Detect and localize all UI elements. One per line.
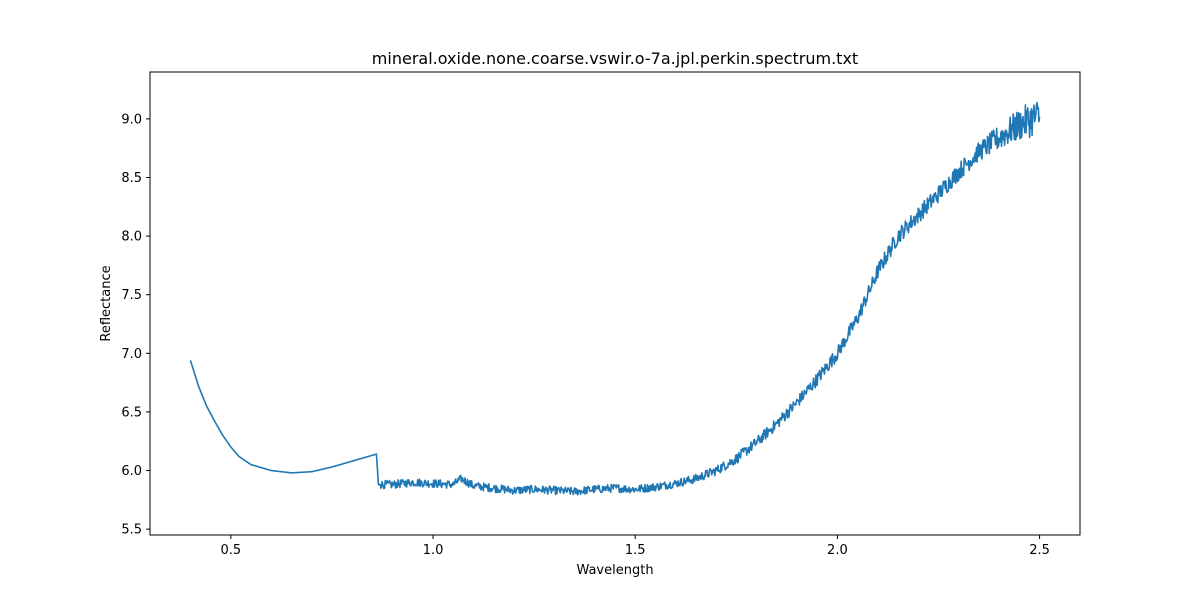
y-tick-label: 6.5 [121,405,142,420]
y-tick-label: 7.0 [121,347,142,362]
y-tick-label: 5.5 [121,523,142,538]
y-tick-label: 8.0 [121,230,142,245]
y-tick-label: 7.5 [121,288,142,303]
chart-title: mineral.oxide.none.coarse.vswir.o-7a.jpl… [372,49,858,68]
x-tick-label: 1.5 [625,543,646,558]
x-tick-label: 1.0 [423,543,444,558]
x-axis: 0.5 1.0 1.5 2.0 2.5 [221,535,1050,558]
plot-area [189,101,1041,496]
y-axis: 5.5 6.0 6.5 7.0 7.5 8.0 8.5 9.0 [121,112,150,538]
axes-frame [149,71,1081,536]
x-axis-label: Wavelength [576,563,653,578]
y-tick-label: 8.5 [121,171,142,186]
x-tick-label: 2.0 [827,543,848,558]
series-line [189,101,1041,496]
y-tick-label: 6.0 [121,464,142,479]
y-tick-label: 9.0 [121,112,142,127]
x-tick-label: 0.5 [221,543,242,558]
y-axis-label: Reflectance [99,265,114,341]
x-tick-label: 2.5 [1029,543,1050,558]
